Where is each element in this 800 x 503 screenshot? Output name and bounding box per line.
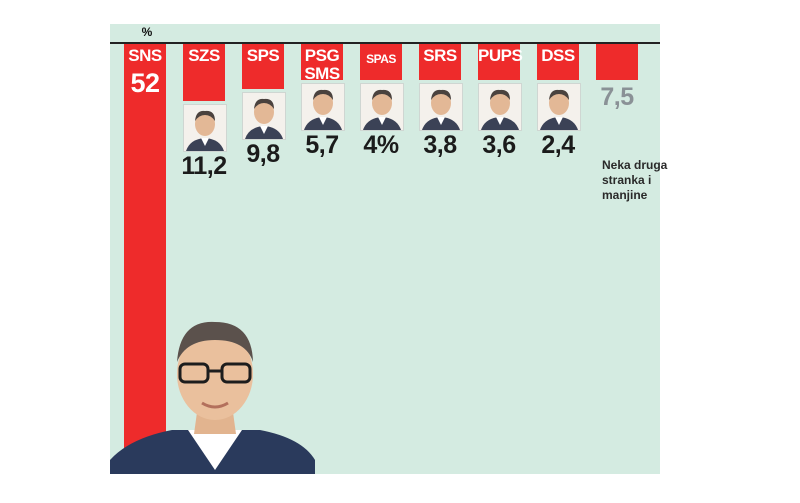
party-label: PUPS [478,46,523,65]
value-label: 3,6 [482,131,516,159]
value-label: 3,8 [423,131,457,159]
party-label: SNS [128,46,162,65]
unit-label: % [141,25,153,39]
value-label: 7,5 [600,83,634,111]
party-label: DSS [541,46,575,65]
person-photo-icon-2 [242,92,286,140]
party-label: PSG SMS [304,46,340,83]
party-label: SPAS [366,52,396,66]
leader-portrait-icon [110,321,315,474]
party-label: SPS [246,46,280,65]
value-label: 52 [130,68,160,98]
value-label: 4% [363,131,399,159]
value-label: 5,7 [305,131,339,159]
bar-other [596,44,638,80]
party-label: SZS [188,46,220,65]
other-parties-note: Neka druga stranka i manjine [602,158,668,202]
bar-pups [478,44,520,80]
bar-srs [419,44,461,80]
person-photo-icon-4 [360,83,404,131]
bar-dss [537,44,579,80]
party-label: SRS [423,46,457,65]
bar-szs [183,44,225,101]
bar-spas [360,44,402,80]
value-label: 2,4 [541,131,575,159]
bar-sps [242,44,284,89]
person-photo-icon-3 [301,83,345,131]
person-photo-icon-6 [478,83,522,131]
value-label: 11,2 [181,152,227,180]
top-axis-line [110,42,660,44]
bar-psg-sms [301,44,343,80]
bar-sns [124,44,166,470]
person-photo-icon-7 [537,83,581,131]
value-label: 9,8 [246,140,280,168]
person-photo-icon-1 [183,104,227,152]
person-photo-icon-5 [419,83,463,131]
